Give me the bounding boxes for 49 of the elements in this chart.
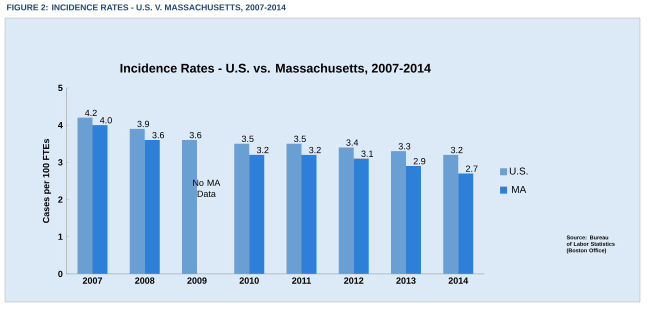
x-tick-label: 2011 [292,277,311,284]
x-tick-label: 2010 [240,277,259,284]
data-label: 3.5 [242,136,254,142]
bar [406,166,421,274]
bar [92,125,108,274]
data-label: 4.0 [100,117,112,124]
bar [338,147,354,274]
data-label: 4.2 [84,110,97,116]
y-tick-label: 5 [58,84,63,92]
bar [286,144,302,274]
bar [249,154,264,274]
x-tick-label: 2009 [187,277,207,284]
data-label: 2.9 [414,158,426,164]
data-label: 3.2 [309,146,321,154]
data-label: 3.6 [152,132,164,138]
data-label: 3.2 [450,146,463,154]
bar [458,173,474,274]
x-tick-label: 2007 [82,277,102,284]
data-label: 2.7 [466,166,478,172]
y-tick-label: 1 [58,234,63,240]
bar [301,154,316,274]
bar [77,118,92,274]
data-label: 3.3 [398,143,410,150]
bar [234,144,250,274]
y-tick-label: 3 [58,159,63,166]
bar [354,158,369,274]
x-tick-label: 2013 [396,277,416,284]
y-axis-title: Cases per 100 FTEs [42,138,52,223]
data-label: 3.6 [190,132,202,138]
y-tick-label: 0 [58,270,62,278]
bar [144,140,160,274]
legend-label: U.S. [510,168,528,175]
y-tick-label: 2 [58,196,62,203]
caption: FIGURE 2: INCIDENCE RATES - U.S. V. MASSACHUSETTS, 2007-2014 [7,4,286,12]
x-tick-label: 2008 [135,277,154,284]
bar [130,128,145,274]
data-label: 3.5 [294,136,306,142]
x-tick-label: 2014 [448,277,468,284]
y-tick-label: 4 [58,122,63,128]
data-label: 3.2 [256,146,269,154]
data-label: 3.9 [137,120,150,128]
bar [443,154,458,274]
annotation: No MA Data [193,180,220,197]
legend-label: MA [512,186,526,193]
chart-title: Incidence Rates - U.S. vs. Massachusetts, 2007-2014 [120,63,431,74]
bar [390,151,406,274]
x-tick-label: 2012 [344,277,364,284]
data-label: 3.4 [346,139,358,146]
data-label: 3.1 [361,150,374,157]
